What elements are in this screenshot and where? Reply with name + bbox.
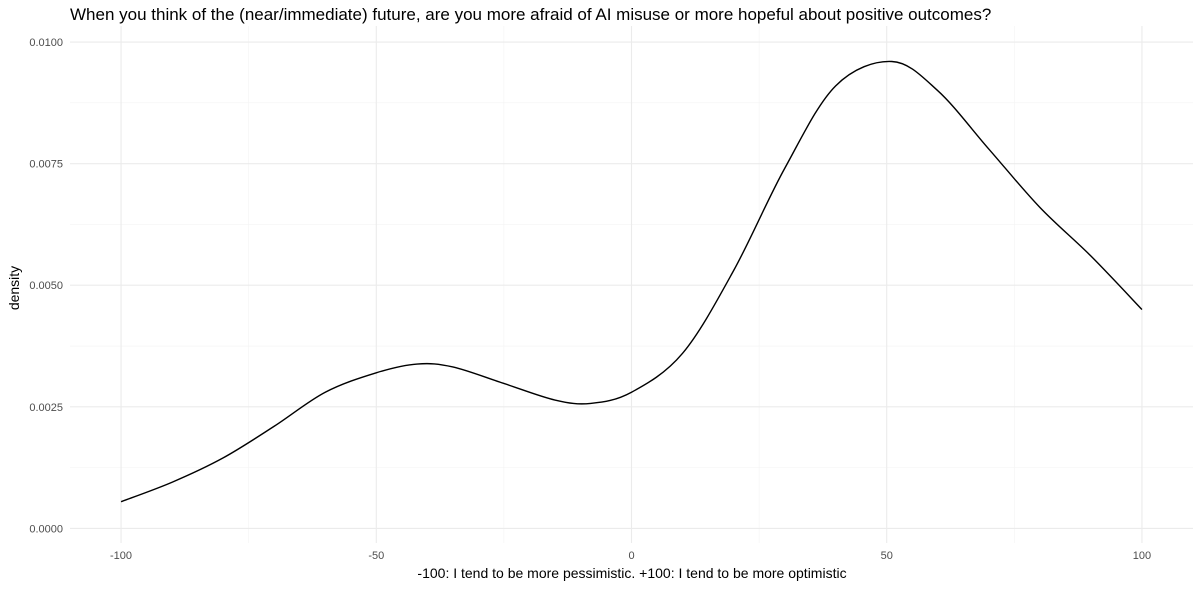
y-tick-label: 0.0075 xyxy=(29,159,63,171)
x-tick-label: 0 xyxy=(628,550,634,562)
plot-area xyxy=(120,60,1143,503)
density-line xyxy=(120,60,1143,503)
y-axis-label: density xyxy=(6,266,22,310)
chart-title: When you think of the (near/immediate) f… xyxy=(70,5,991,24)
y-tick-label: 0.0000 xyxy=(29,523,63,535)
x-axis-ticks: -100 -50 0 50 100 xyxy=(110,550,1151,562)
y-tick-label: 0.0025 xyxy=(29,402,63,414)
x-tick-label: 100 xyxy=(1133,550,1151,562)
x-axis-label: -100: I tend to be more pessimistic. +10… xyxy=(417,565,846,581)
grid xyxy=(70,26,1193,543)
y-tick-label: 0.0100 xyxy=(29,37,63,49)
y-tick-label: 0.0050 xyxy=(29,280,63,292)
x-tick-label: -100 xyxy=(110,550,132,562)
x-tick-label: 50 xyxy=(881,550,893,562)
x-tick-label: -50 xyxy=(368,550,384,562)
y-axis-ticks: 0.0000 0.0025 0.0050 0.0075 0.0100 xyxy=(29,37,63,535)
